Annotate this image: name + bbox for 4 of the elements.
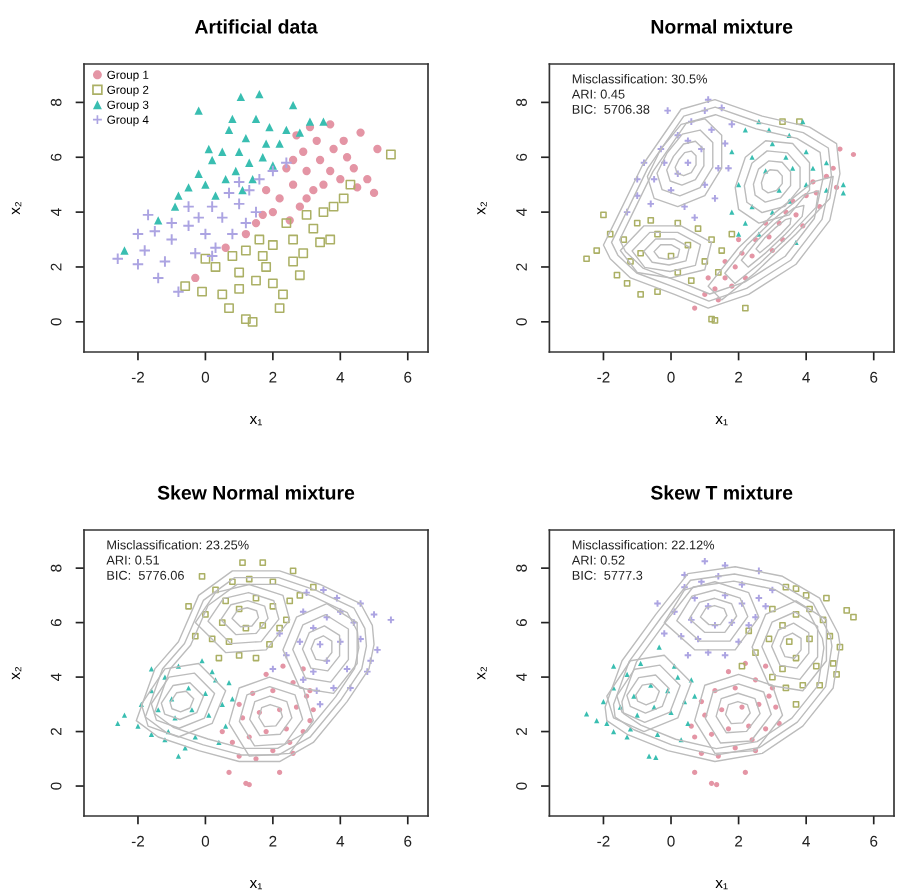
chart-title: Skew Normal mixture: [157, 485, 355, 500]
chart-title: Skew T mixture: [650, 485, 793, 500]
chart-title: Artificial data: [194, 19, 318, 34]
chart-title: Normal mixture: [651, 19, 793, 34]
